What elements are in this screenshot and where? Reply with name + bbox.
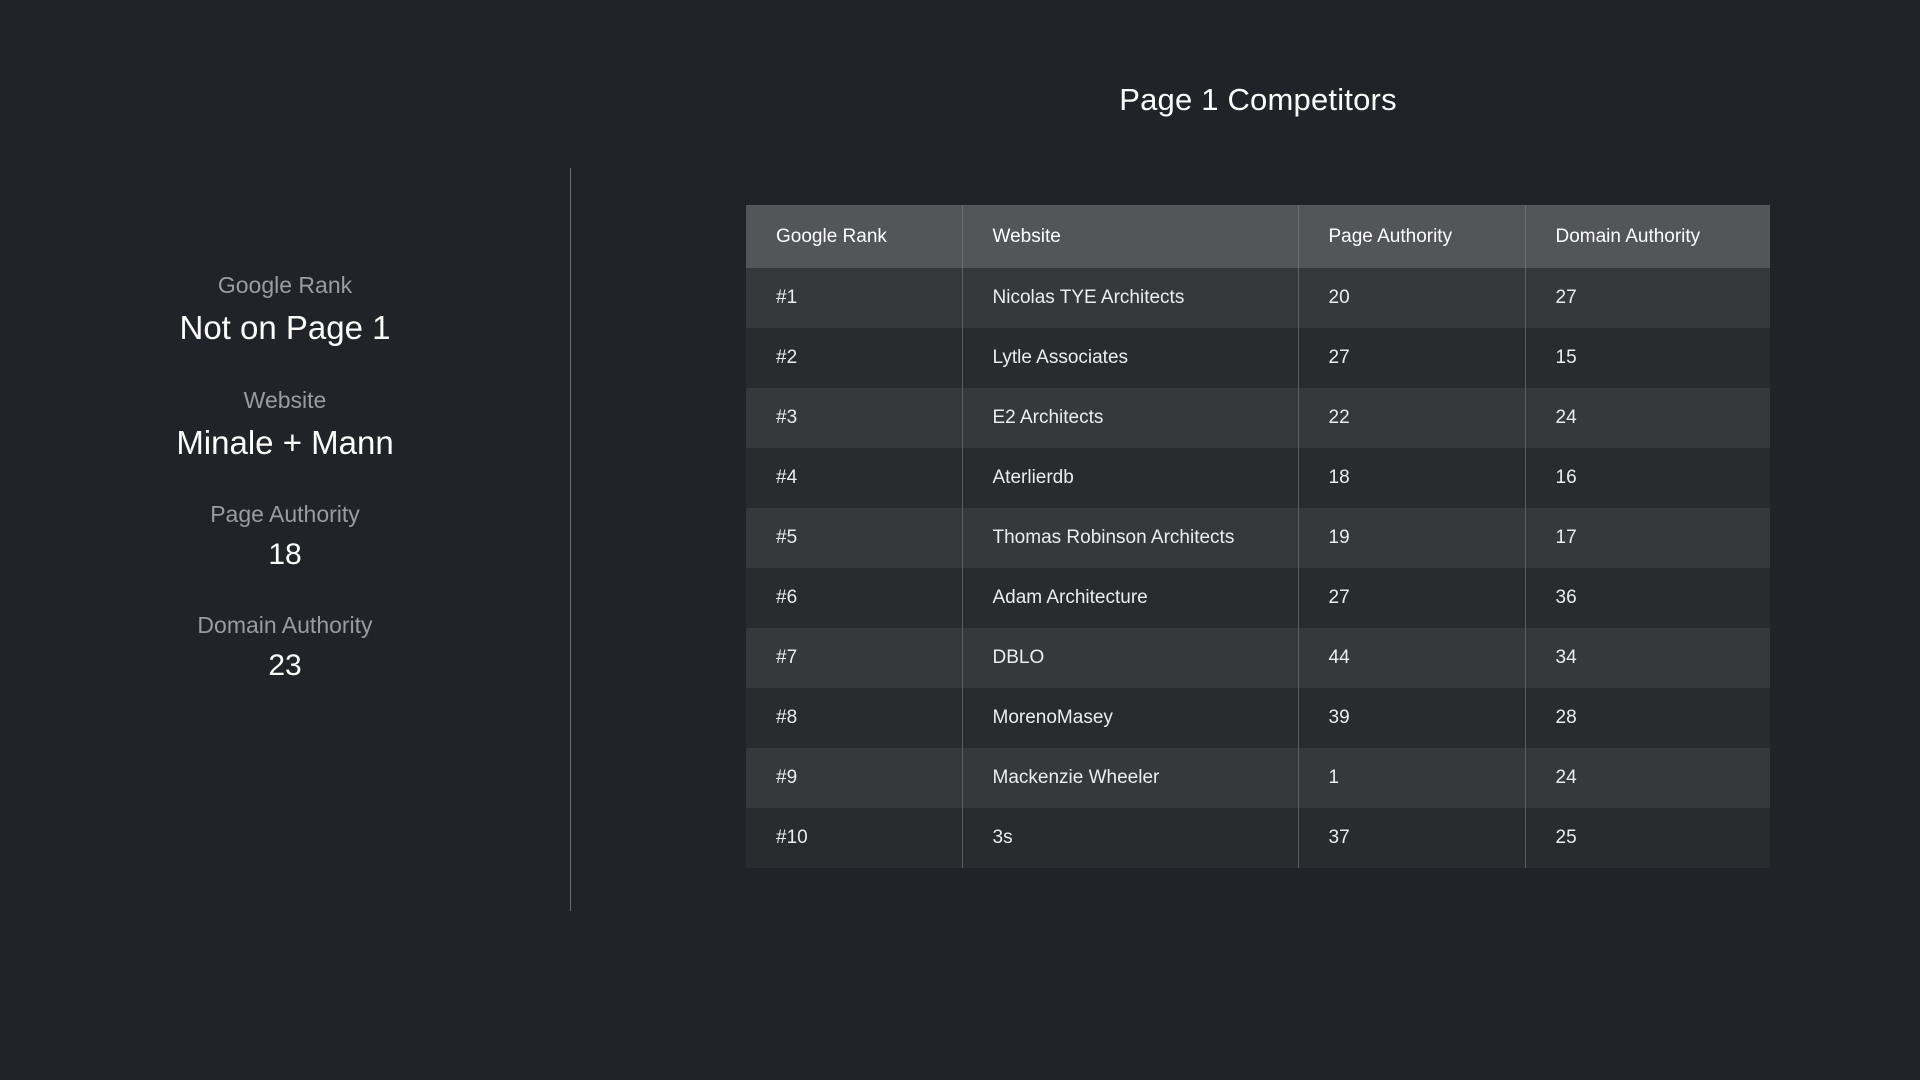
summary-item-website: Website Minale + Mann bbox=[40, 385, 530, 466]
cell-page-authority: 27 bbox=[1298, 328, 1526, 388]
summary-value: 23 bbox=[268, 648, 302, 682]
cell-rank: #2 bbox=[746, 328, 963, 388]
cell-rank: #10 bbox=[746, 808, 963, 868]
cell-rank: #7 bbox=[746, 628, 963, 688]
column-header-domain-authority: Domain Authority bbox=[1525, 205, 1770, 268]
cell-page-authority: 22 bbox=[1298, 388, 1526, 448]
summary-item-page-authority: Page Authority 18 bbox=[40, 499, 530, 576]
cell-domain-authority: 17 bbox=[1525, 508, 1770, 568]
summary-value: 18 bbox=[268, 538, 302, 572]
cell-page-authority: 44 bbox=[1298, 628, 1526, 688]
cell-website: Aterlierdb bbox=[962, 448, 1299, 508]
cell-page-authority: 20 bbox=[1298, 268, 1526, 328]
competitors-table: Google Rank Website Page Authority Domai… bbox=[746, 205, 1770, 868]
summary-label: Page Authority bbox=[210, 501, 360, 528]
cell-domain-authority: 36 bbox=[1525, 568, 1770, 628]
cell-page-authority: 18 bbox=[1298, 448, 1526, 508]
table-row: #10 3s 37 25 bbox=[746, 808, 1770, 868]
cell-domain-authority: 24 bbox=[1525, 748, 1770, 808]
table-row: #3 E2 Architects 22 24 bbox=[746, 388, 1770, 448]
cell-rank: #9 bbox=[746, 748, 963, 808]
cell-website: Mackenzie Wheeler bbox=[962, 748, 1299, 808]
cell-rank: #5 bbox=[746, 508, 963, 568]
cell-website: DBLO bbox=[962, 628, 1299, 688]
cell-rank: #6 bbox=[746, 568, 963, 628]
summary-item-domain-authority: Domain Authority 23 bbox=[40, 610, 530, 687]
cell-page-authority: 37 bbox=[1298, 808, 1526, 868]
table-row: #8 MorenoMasey 39 28 bbox=[746, 688, 1770, 748]
cell-rank: #8 bbox=[746, 688, 963, 748]
summary-item-google-rank: Google Rank Not on Page 1 bbox=[40, 270, 530, 351]
summary-label: Website bbox=[243, 386, 327, 413]
cell-rank: #1 bbox=[746, 268, 963, 328]
table-row: #4 Aterlierdb 18 16 bbox=[746, 448, 1770, 508]
table-row: #7 DBLO 44 34 bbox=[746, 628, 1770, 688]
table-body: #1 Nicolas TYE Architects 20 27 #2 Lytle… bbox=[746, 268, 1770, 868]
cell-page-authority: 27 bbox=[1298, 568, 1526, 628]
summary-panel: Google Rank Not on Page 1 Website Minale… bbox=[40, 270, 530, 686]
cell-page-authority: 39 bbox=[1298, 688, 1526, 748]
cell-domain-authority: 27 bbox=[1525, 268, 1770, 328]
table-row: #5 Thomas Robinson Architects 19 17 bbox=[746, 508, 1770, 568]
cell-website: Lytle Associates bbox=[962, 328, 1299, 388]
column-header-page-authority: Page Authority bbox=[1298, 205, 1526, 268]
cell-page-authority: 1 bbox=[1298, 748, 1526, 808]
table-row: #9 Mackenzie Wheeler 1 24 bbox=[746, 748, 1770, 808]
cell-website: Adam Architecture bbox=[962, 568, 1299, 628]
table-row: #6 Adam Architecture 27 36 bbox=[746, 568, 1770, 628]
summary-label: Google Rank bbox=[217, 272, 353, 298]
cell-website: MorenoMasey bbox=[962, 688, 1299, 748]
cell-domain-authority: 28 bbox=[1525, 688, 1770, 748]
cell-domain-authority: 24 bbox=[1525, 388, 1770, 448]
cell-website: Nicolas TYE Architects bbox=[962, 268, 1299, 328]
summary-label: Domain Authority bbox=[197, 611, 373, 638]
page-title: Page 1 Competitors bbox=[1119, 82, 1397, 117]
table-row: #2 Lytle Associates 27 15 bbox=[746, 328, 1770, 388]
table-header-row: Google Rank Website Page Authority Domai… bbox=[746, 205, 1770, 268]
cell-domain-authority: 34 bbox=[1525, 628, 1770, 688]
summary-value: Not on Page 1 bbox=[179, 309, 391, 347]
summary-value: Minale + Mann bbox=[176, 423, 394, 461]
cell-rank: #4 bbox=[746, 448, 963, 508]
cell-rank: #3 bbox=[746, 388, 963, 448]
cell-website: Thomas Robinson Architects bbox=[962, 508, 1299, 568]
cell-website: 3s bbox=[962, 808, 1299, 868]
cell-domain-authority: 16 bbox=[1525, 448, 1770, 508]
cell-website: E2 Architects bbox=[962, 388, 1299, 448]
table-row: #1 Nicolas TYE Architects 20 27 bbox=[746, 268, 1770, 328]
column-header-website: Website bbox=[962, 205, 1299, 268]
cell-domain-authority: 25 bbox=[1525, 808, 1770, 868]
column-header-google-rank: Google Rank bbox=[746, 205, 963, 268]
cell-page-authority: 19 bbox=[1298, 508, 1526, 568]
cell-domain-authority: 15 bbox=[1525, 328, 1770, 388]
panel-divider bbox=[570, 168, 571, 911]
